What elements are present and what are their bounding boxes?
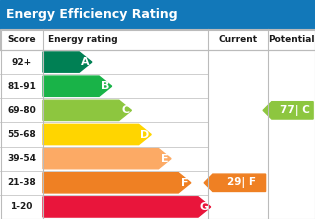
Polygon shape <box>43 124 151 145</box>
Text: 77| C: 77| C <box>279 105 309 116</box>
Polygon shape <box>43 148 171 169</box>
Text: B: B <box>101 81 110 91</box>
Polygon shape <box>43 100 131 120</box>
Text: G: G <box>199 202 209 212</box>
Text: F: F <box>181 178 189 188</box>
Text: E: E <box>161 154 169 164</box>
Text: A: A <box>81 57 90 67</box>
Polygon shape <box>263 102 313 119</box>
Polygon shape <box>43 52 92 72</box>
Text: Potential: Potential <box>268 35 315 44</box>
Text: 69-80: 69-80 <box>7 106 36 115</box>
Bar <box>0 29 315 50</box>
Polygon shape <box>43 76 112 96</box>
Bar <box>0 0 315 29</box>
Bar <box>1 30 314 219</box>
Polygon shape <box>204 174 266 191</box>
Text: 1-20: 1-20 <box>10 202 33 211</box>
Text: 29| F: 29| F <box>227 177 256 188</box>
Text: Score: Score <box>7 35 36 44</box>
Text: C: C <box>121 105 129 115</box>
Text: 81-91: 81-91 <box>7 82 36 91</box>
Text: Energy rating: Energy rating <box>48 35 117 44</box>
Text: 92+: 92+ <box>11 58 32 67</box>
Polygon shape <box>43 197 211 217</box>
Text: 21-38: 21-38 <box>7 178 36 187</box>
Text: Current: Current <box>218 35 258 44</box>
Text: 55-68: 55-68 <box>7 130 36 139</box>
Text: D: D <box>140 129 149 140</box>
Text: 39-54: 39-54 <box>7 154 36 163</box>
Polygon shape <box>43 173 191 193</box>
Text: Energy Efficiency Rating: Energy Efficiency Rating <box>6 8 178 21</box>
